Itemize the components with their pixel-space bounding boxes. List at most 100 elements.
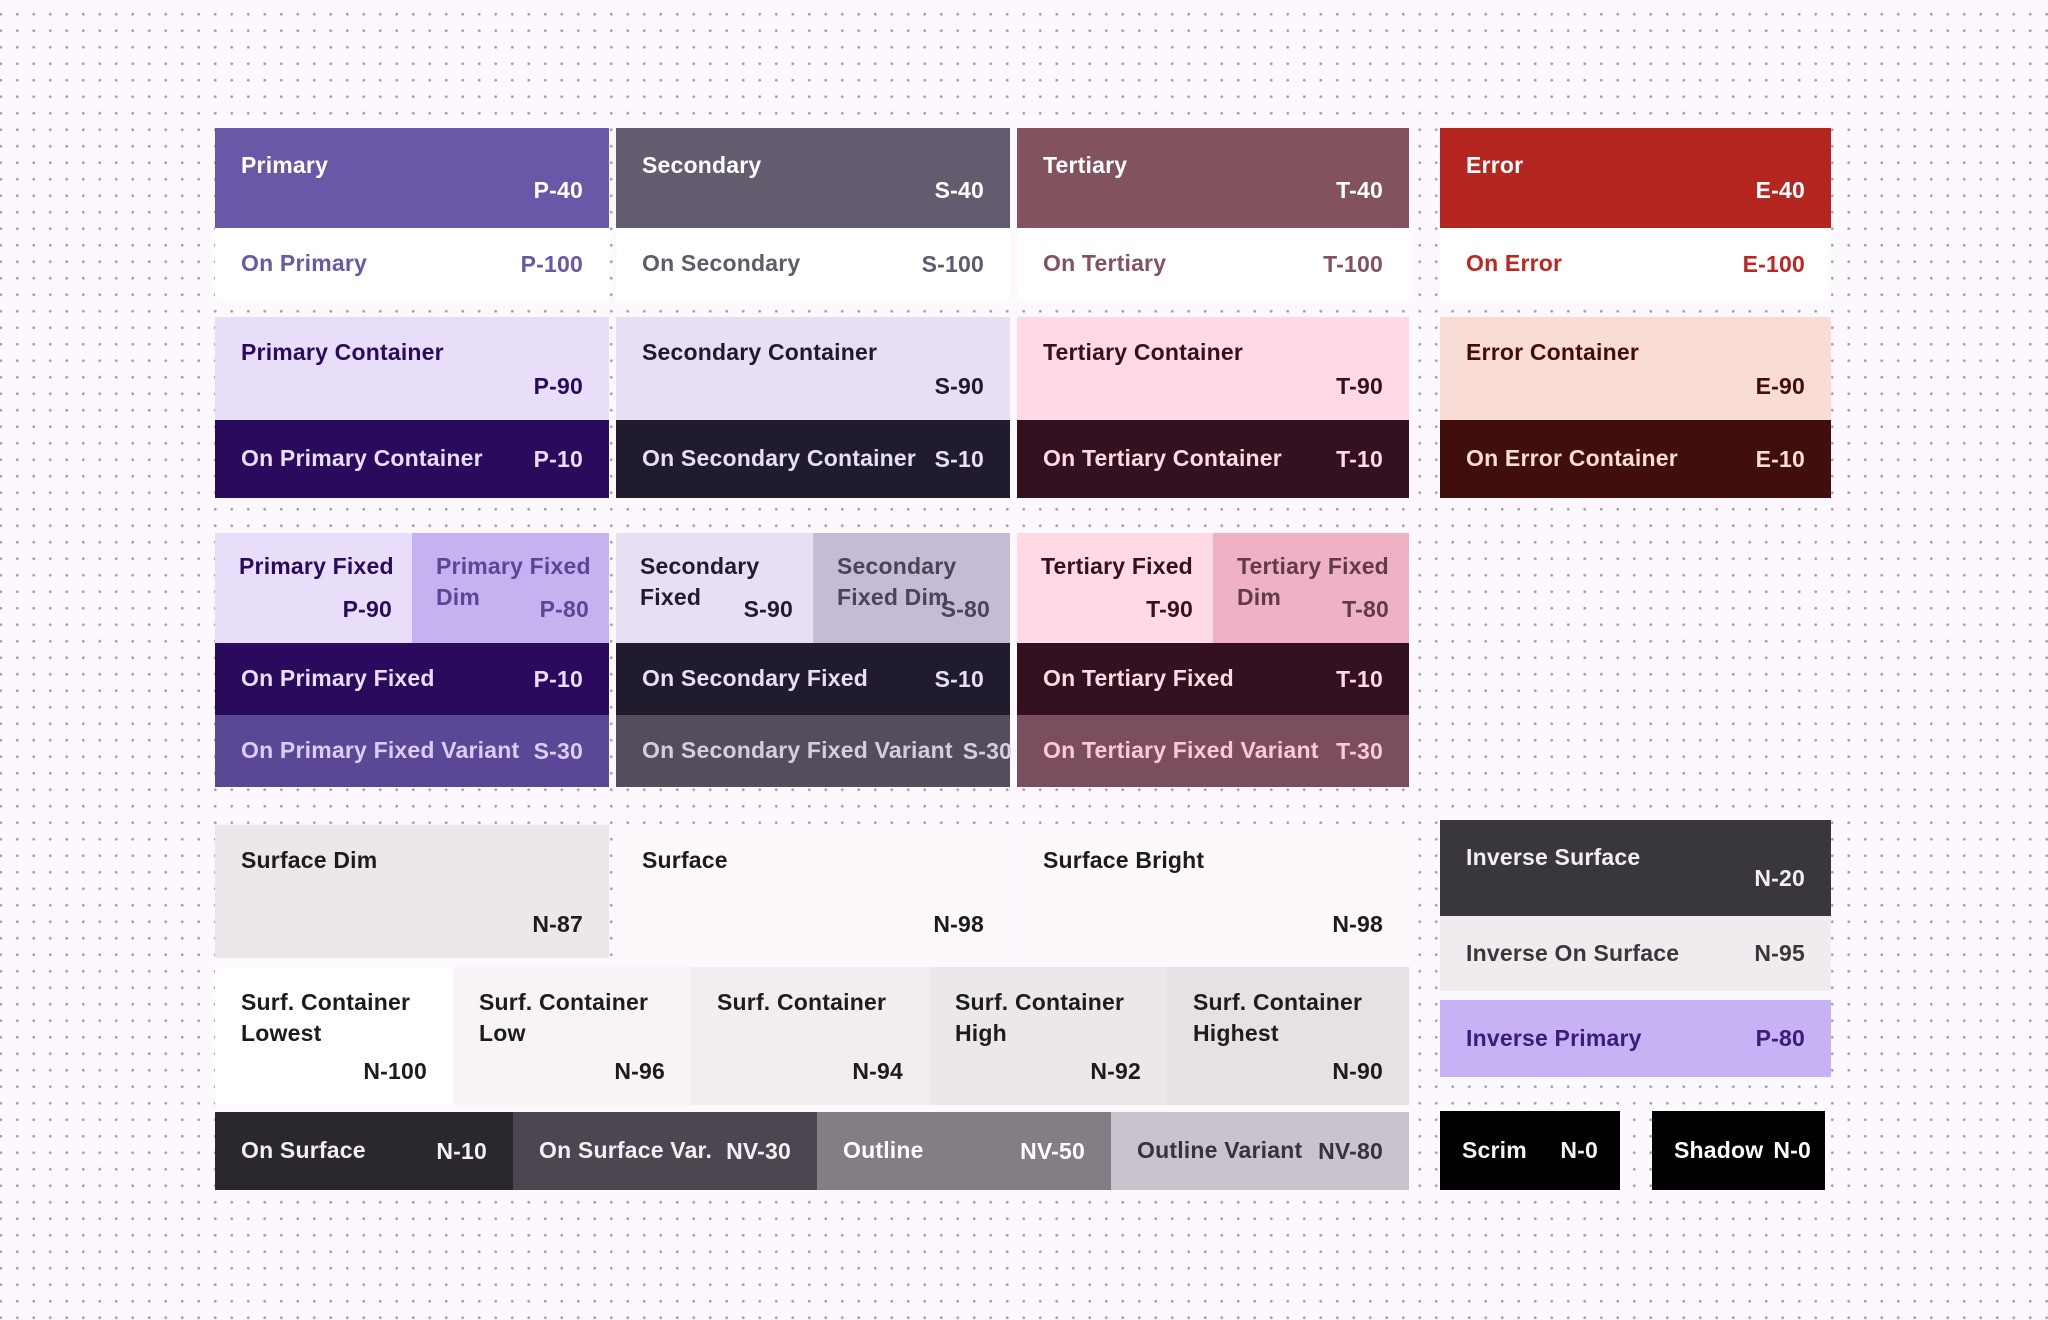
swatch-label: Surf. Container High [955,989,1125,1047]
swatch-on-error-container: On Error Container E-10 [1440,420,1831,498]
swatch-label: On Secondary [642,250,801,277]
tone-value: N-87 [532,911,583,937]
tone-value: P-100 [520,250,583,277]
swatch-label: Primary Container [241,339,444,365]
swatch-label: Surface [642,847,728,873]
tone-value: T-80 [1342,596,1389,622]
swatch-on-secondary-fixed-variant: On Secondary Fixed Variant S-30 [616,715,1013,787]
tone-value: T-10 [1336,445,1383,472]
swatch-label: On Primary Fixed Variant [241,737,520,764]
tone-value: N-96 [614,1058,665,1084]
swatch-label: On Tertiary Fixed [1043,665,1234,692]
swatch-on-secondary-container: On Secondary Container S-10 [616,420,1010,498]
swatch-on-surface: On Surface N-10 [215,1112,513,1190]
tone-value: N-90 [1332,1058,1383,1084]
swatch-on-surface-variant: On Surface Var. NV-30 [513,1112,817,1190]
swatch-error: Error E-40 [1440,128,1831,228]
tone-value: P-10 [533,445,583,472]
swatch-label: Inverse Primary [1466,1024,1642,1051]
swatch-label: Tertiary [1043,152,1128,178]
swatch-primary-fixed: Primary Fixed P-90 [215,533,412,643]
tone-value: NV-80 [1318,1137,1383,1164]
swatch-primary-container: Primary Container P-90 [215,317,609,420]
swatch-shadow: Shadow N-0 [1652,1111,1825,1190]
tone-value: S-80 [940,596,990,622]
swatch-primary-fixed-dim: Primary Fixed Dim P-80 [412,533,609,643]
tone-value: T-10 [1336,665,1383,692]
swatch-label: Inverse Surface [1466,844,1641,870]
tone-value: NV-50 [1020,1137,1085,1164]
swatch-label: Scrim [1462,1136,1527,1163]
swatch-label: Outline Variant [1137,1137,1303,1164]
swatch-tertiary-container: Tertiary Container T-90 [1017,317,1409,420]
swatch-on-tertiary-fixed-variant: On Tertiary Fixed Variant T-30 [1017,715,1409,787]
tone-value: E-40 [1755,177,1805,203]
swatch-label: Error Container [1466,339,1639,365]
tone-value: S-90 [743,596,793,622]
tone-value: NV-30 [726,1137,791,1164]
swatch-label: On Secondary Fixed [642,665,868,692]
swatch-outline: Outline NV-50 [817,1112,1111,1190]
swatch-label: Shadow [1674,1136,1764,1163]
swatch-surface-container-lowest: Surf. Container Lowest N-100 [215,967,453,1105]
tone-value: T-90 [1146,596,1193,622]
swatch-surface-container-high: Surf. Container High N-92 [929,967,1167,1105]
swatch-label: On Tertiary Fixed Variant [1043,737,1319,764]
tone-value: E-90 [1755,373,1805,399]
swatch-on-primary-fixed-variant: On Primary Fixed Variant S-30 [215,715,609,787]
swatch-on-secondary-fixed: On Secondary Fixed S-10 [616,643,1010,715]
tone-value: S-30 [533,737,583,764]
swatch-on-primary-fixed: On Primary Fixed P-10 [215,643,609,715]
tone-value: S-30 [962,737,1013,764]
swatch-label: Error [1466,152,1524,178]
tone-value: N-95 [1754,940,1805,966]
swatch-label: Surf. Container Lowest [241,989,411,1047]
swatch-on-secondary: On Secondary S-100 [616,228,1010,300]
swatch-label: Primary Fixed Dim [436,553,591,611]
tone-value: E-10 [1755,445,1805,472]
swatch-secondary-fixed-dim: Secondary Fixed Dim S-80 [813,533,1010,643]
swatch-label: Surface Bright [1043,847,1205,873]
swatch-on-tertiary-container: On Tertiary Container T-10 [1017,420,1409,498]
tone-value: S-10 [934,445,984,472]
swatch-label: On Surface [241,1137,366,1164]
swatch-label: Secondary Fixed Dim [837,553,957,611]
swatch-surface: Surface N-98 [616,825,1010,958]
swatch-label: Tertiary Fixed Dim [1237,553,1389,611]
swatch-secondary-fixed: Secondary Fixed S-90 [616,533,813,643]
swatch-on-error: On Error E-100 [1440,228,1831,300]
swatch-surface-dim: Surface Dim N-87 [215,825,609,958]
swatch-label: On Primary [241,250,367,277]
swatch-inverse-surface: Inverse Surface N-20 [1440,820,1831,916]
swatch-secondary: Secondary S-40 [616,128,1010,228]
swatch-secondary-container: Secondary Container S-90 [616,317,1010,420]
swatch-on-tertiary: On Tertiary T-100 [1017,228,1409,300]
tone-value: S-40 [934,177,984,203]
swatch-on-primary: On Primary P-100 [215,228,609,300]
swatch-label: On Surface Var. [539,1137,713,1164]
tone-value: P-80 [539,596,589,622]
swatch-label: Tertiary Fixed [1041,553,1193,579]
tone-value: T-40 [1336,177,1383,203]
swatch-secondary-fixed-group: Secondary Fixed S-90 Secondary Fixed Dim… [616,533,1010,643]
swatch-label: Surf. Container Highest [1193,989,1363,1047]
tone-value: P-10 [533,665,583,692]
swatch-primary-fixed-group: Primary Fixed P-90 Primary Fixed Dim P-8… [215,533,609,643]
swatch-label: On Secondary Container [642,445,917,472]
swatch-outline-variant: Outline Variant NV-80 [1111,1112,1409,1190]
swatch-tertiary-fixed-dim: Tertiary Fixed Dim T-80 [1213,533,1409,643]
swatch-surface-container-highest: Surf. Container Highest N-90 [1167,967,1409,1105]
tone-value: N-10 [436,1137,487,1164]
tone-value: P-90 [533,373,583,399]
swatch-label: Secondary [642,152,762,178]
swatch-label: On Primary Container [241,445,483,472]
swatch-tertiary: Tertiary T-40 [1017,128,1409,228]
tone-value: P-40 [533,177,583,203]
swatch-label: Tertiary Container [1043,339,1243,365]
tone-value: P-80 [1755,1025,1805,1051]
swatch-label: Primary [241,152,329,178]
swatch-label: Outline [843,1137,924,1164]
tone-value: N-98 [1332,911,1383,937]
swatch-primary: Primary P-40 [215,128,609,228]
